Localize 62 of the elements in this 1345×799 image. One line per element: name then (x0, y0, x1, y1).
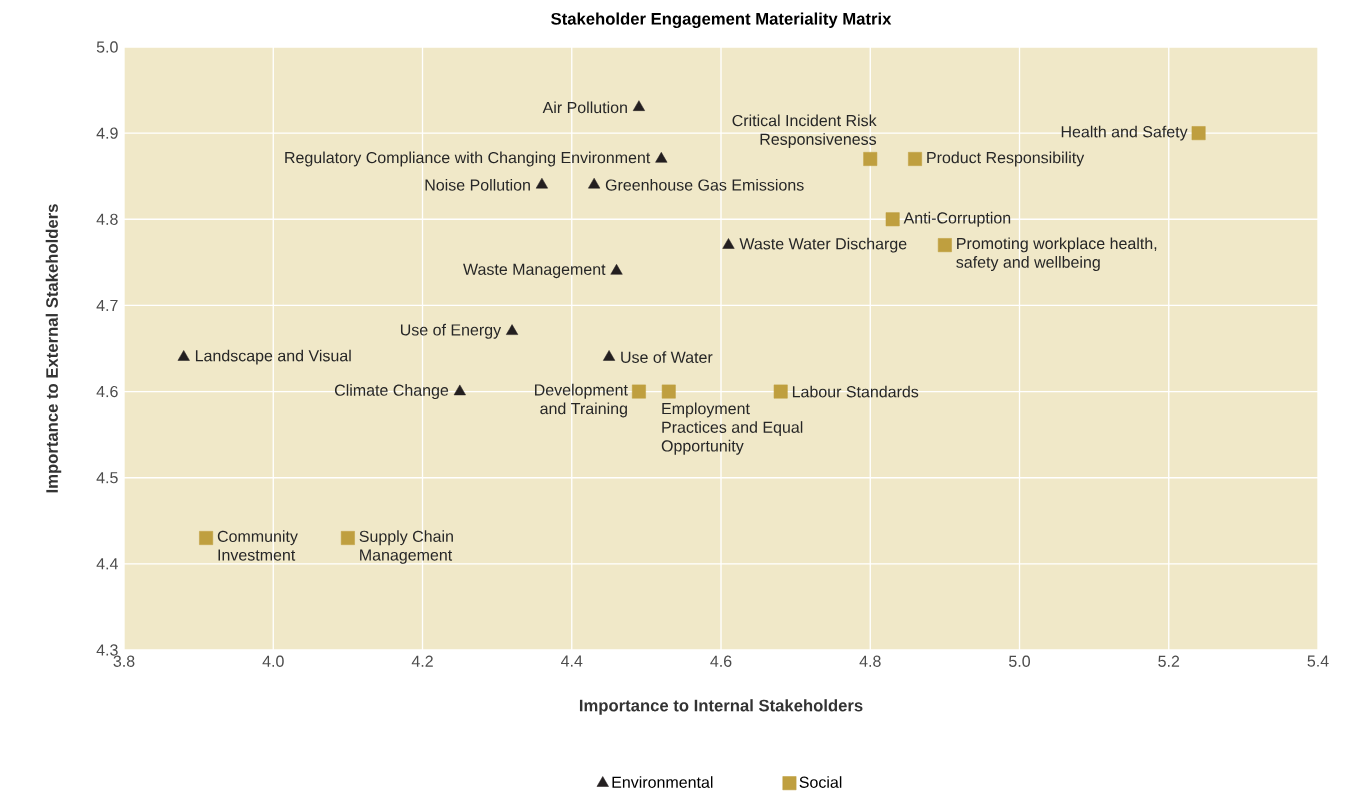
y-axis-title: Importance to External Stakeholders (45, 204, 62, 493)
x-tick-label: 5.0 (1009, 655, 1031, 667)
x-tick-label: 3.8 (113, 655, 135, 667)
point (177, 350, 190, 361)
x-tick-label: 4.6 (710, 655, 732, 667)
y-tick-label: 4.6 (96, 385, 118, 398)
annotation: Product Responsibility (927, 151, 1085, 167)
point (588, 177, 601, 189)
point (1191, 126, 1206, 141)
chart-title: Stakeholder Engagement Materiality Matrix (551, 12, 892, 29)
annotation: Regulatory Compliance with Changing Environment (285, 151, 651, 167)
point (773, 384, 788, 399)
point (610, 264, 623, 275)
annotation: Critical Incident Risk Responsiveness (732, 114, 877, 149)
x-tick-label: 4.0 (262, 655, 284, 667)
x-tick-label: 4.8 (859, 655, 881, 667)
y-tick-label: 4.9 (96, 127, 118, 139)
annotation: Climate Change (334, 384, 449, 400)
y-tick-label: 4.4 (96, 558, 118, 570)
annotation: Employment Practices and Equal Opportunity (661, 402, 803, 455)
point (937, 238, 952, 253)
point (506, 324, 519, 335)
x-tick-label: 4.2 (411, 655, 433, 667)
annotation: Development and Training (535, 383, 628, 418)
y-tick-label: 5.0 (96, 41, 118, 53)
point (453, 384, 466, 396)
annotation: Supply Chain Management (359, 530, 453, 564)
point (340, 531, 355, 545)
point (603, 350, 616, 361)
annotation: Labour Standards (792, 385, 919, 398)
y-tick-label: 4.7 (96, 299, 118, 311)
legend-label: Social (799, 776, 842, 788)
annotation: Air Pollution (542, 101, 627, 114)
annotation: Anti-Corruption (903, 211, 1011, 227)
x-tick-label: 5.2 (1158, 655, 1180, 667)
point (632, 100, 645, 111)
point (722, 238, 735, 249)
annotation: Use of Water (621, 351, 713, 363)
x-tick-label: 4.4 (561, 655, 583, 667)
point (863, 152, 878, 166)
annotation: Use of Energy (400, 323, 502, 339)
annotation: Waste Management (463, 263, 606, 279)
annotation: Noise Pollution (425, 178, 530, 191)
point (908, 152, 922, 166)
x-tick-label: 5.4 (1307, 655, 1329, 667)
point (655, 152, 668, 163)
y-tick-label: 4.8 (96, 213, 118, 225)
y-tick-label: 4.5 (96, 472, 118, 484)
annotation: Greenhouse Gas Emissions (605, 178, 804, 191)
point (661, 384, 676, 399)
annotation: Waste Water Discharge (739, 237, 907, 253)
annotation: Community Investment (217, 530, 298, 561)
point (631, 384, 646, 399)
y-tick-label: 4.3 (96, 644, 118, 656)
annotation: Promoting workplace health, safety and wellbeing (956, 237, 1157, 271)
point (535, 177, 548, 189)
legend-label: Environmental (612, 776, 713, 788)
x-axis-title: Importance to Internal Stakeholders (579, 699, 863, 715)
point (199, 531, 214, 545)
annotation: Landscape and Visual (195, 349, 351, 365)
point (885, 212, 900, 227)
annotation: Health and Safety (1061, 125, 1188, 141)
